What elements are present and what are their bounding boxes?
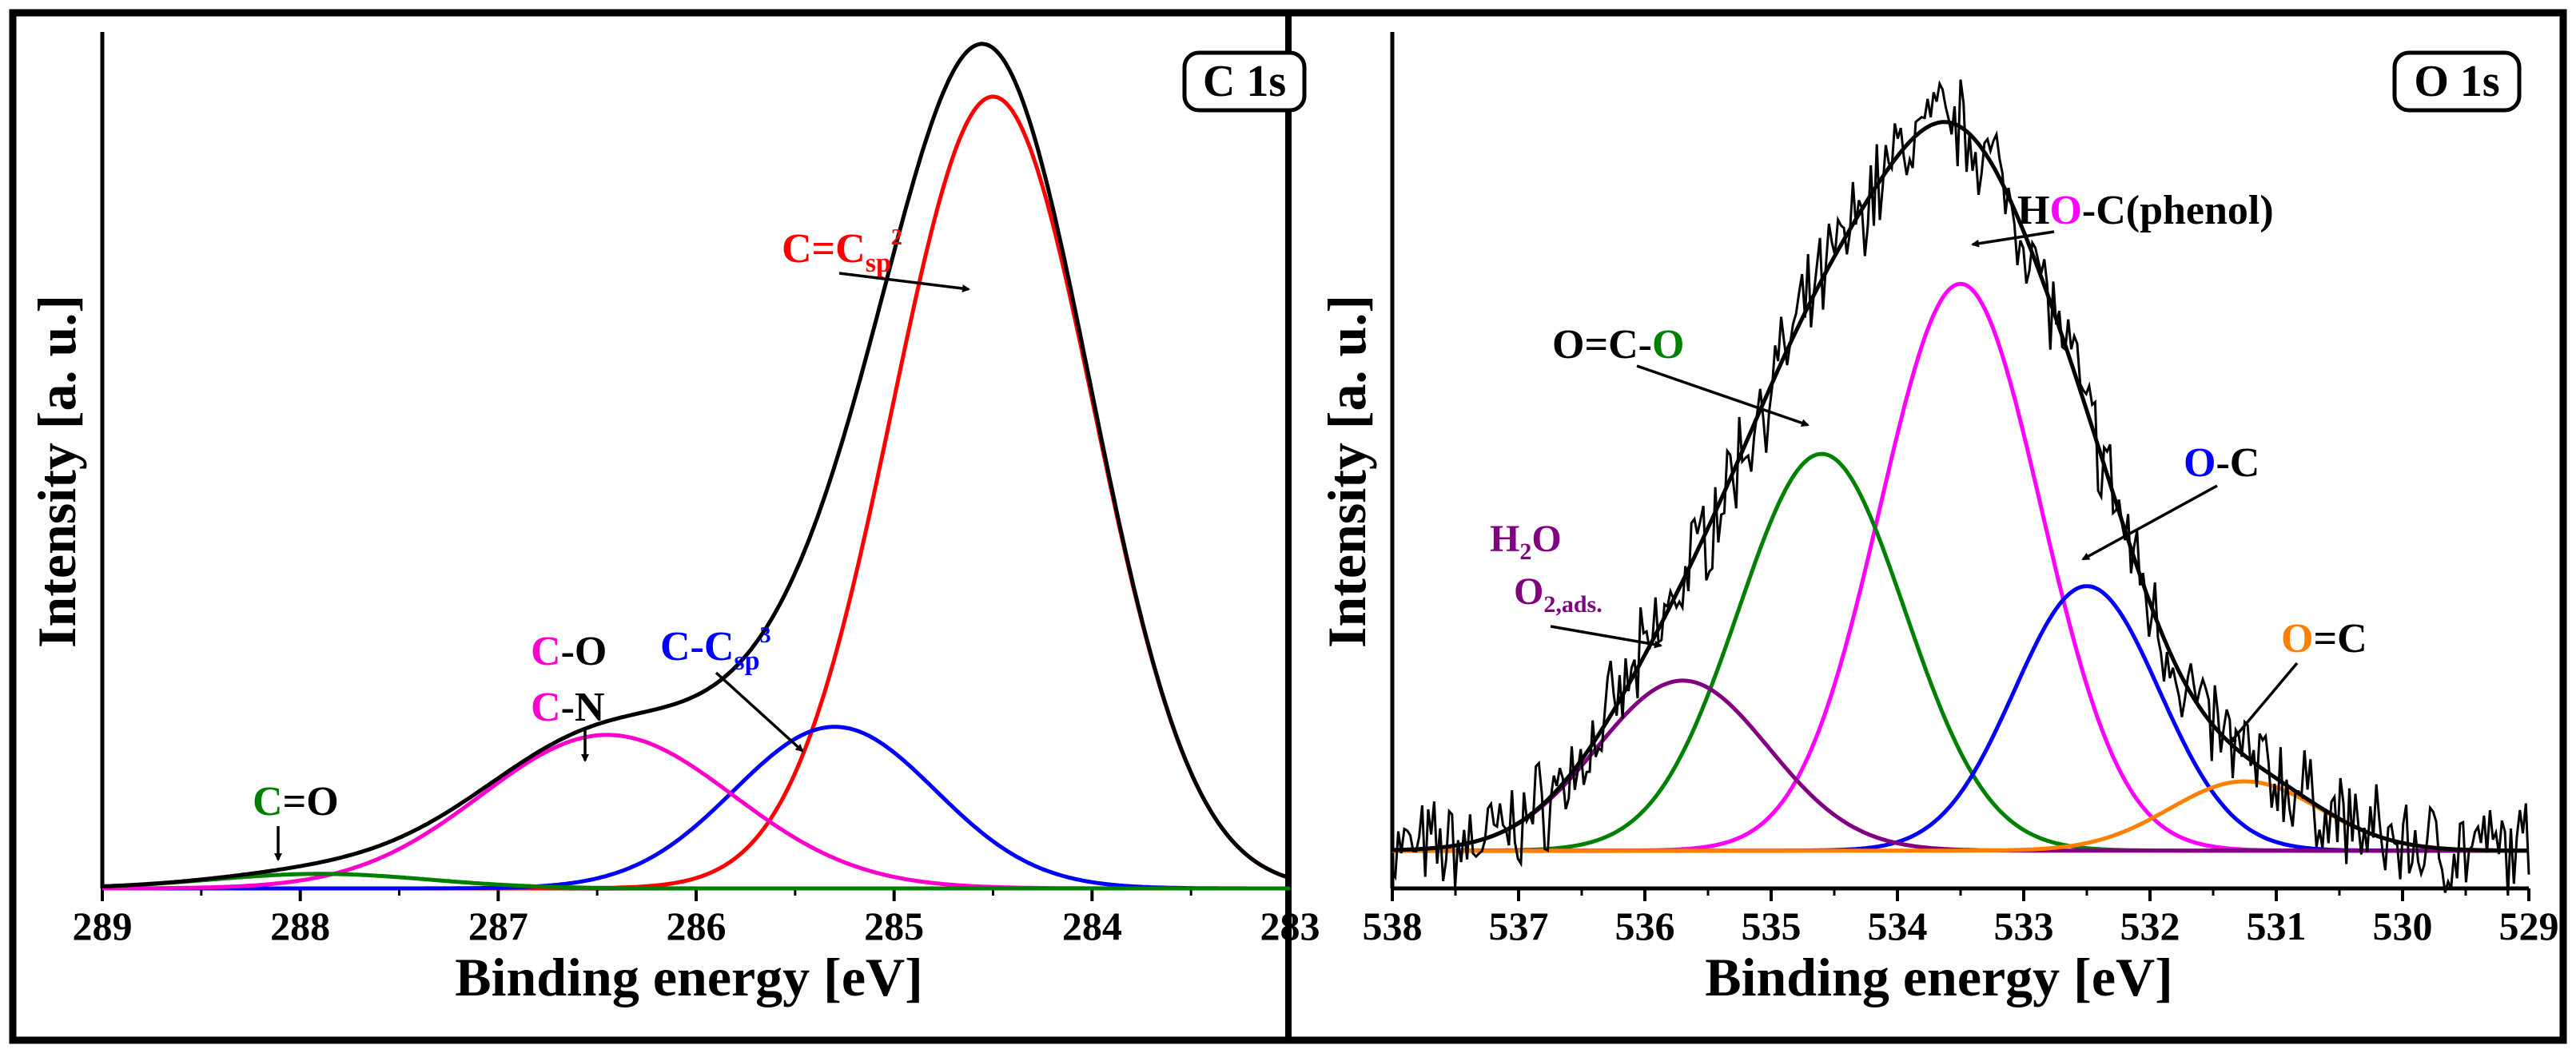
- x-tick-label: 532: [2120, 904, 2180, 948]
- o1s-title-box: [2392, 50, 2522, 113]
- x-tick-label: 286: [667, 904, 727, 948]
- o1s-curves: [1391, 79, 2530, 896]
- x-tick-label: 285: [864, 904, 924, 948]
- o1s-x-axis-title: Binding energy [eV]: [1705, 947, 2173, 1007]
- o1s-ticks: 538 537 536 535 534 533 532 531 530 529: [1363, 888, 2559, 948]
- c1s-y-axis-title: Intensity [a. u.]: [26, 295, 87, 648]
- arrow-o2-ads: [1550, 625, 1662, 649]
- label-c-csp2: C=Csp2: [782, 225, 902, 278]
- label-c-o: C-O: [531, 629, 607, 674]
- x-tick-label: 538: [1363, 904, 1423, 948]
- x-tick-label: 533: [1994, 904, 2054, 948]
- arrow-o-eq-c: [2228, 662, 2299, 745]
- arrow-ho-c-phenol: [1971, 230, 2055, 248]
- o1s-title: O 1s: [2414, 57, 2499, 106]
- arrow-c-csp2: [838, 272, 970, 292]
- x-tick-label: 529: [2499, 904, 2559, 948]
- x-tick-label: 289: [73, 904, 133, 948]
- x-tick-label: 283: [1260, 904, 1320, 948]
- label-o2-ads: O2,ads.: [1514, 570, 1603, 618]
- raw-data-1: [1391, 79, 2530, 896]
- arrow-o-c: [2081, 484, 2218, 561]
- label-c-csp3: C-Csp3: [660, 623, 771, 676]
- o1s-y-axis-title: Intensity [a. u.]: [1316, 295, 1377, 648]
- c1s-ticks: 289 288 287 286 285 284 283: [73, 888, 1320, 948]
- series-0-3: [102, 872, 1290, 891]
- label-c-n: C-N: [531, 685, 604, 730]
- c1s-x-axis-title: Binding energy [eV]: [455, 947, 923, 1007]
- x-tick-label: 287: [468, 904, 528, 948]
- o1s-panel: 538 537 536 535 534 533 532 531 530 529 Binding e…: [1316, 32, 2559, 1007]
- label-ho-c-phenol: HO-C(phenol): [2017, 188, 2274, 233]
- label-o-c-o: O=C-O: [1552, 322, 1684, 368]
- x-tick-label: 531: [2247, 904, 2307, 948]
- x-tick-label: 284: [1062, 904, 1122, 948]
- label-c-eq-o: C=O: [253, 779, 339, 825]
- envelope-0: [102, 42, 1291, 888]
- c1s-title-box: [1182, 50, 1307, 113]
- x-tick-label: 530: [2373, 904, 2433, 948]
- arrow-c-csp3: [715, 671, 804, 753]
- c1s-title: C 1s: [1203, 57, 1286, 106]
- x-tick-label: 535: [1742, 904, 1802, 948]
- x-tick-label: 537: [1489, 904, 1549, 948]
- label-o-c: O-C: [2184, 440, 2259, 486]
- x-tick-label: 288: [270, 904, 330, 948]
- label-o-eq-c: O=C: [2281, 616, 2367, 662]
- x-tick-label: 534: [1868, 904, 1928, 948]
- label-h2o: H2O: [1490, 518, 1562, 565]
- x-tick-label: 536: [1615, 904, 1675, 948]
- c1s-panel: 289 288 287 286 285 284 283 Binding energy [eV…: [26, 32, 1320, 1007]
- series-0-1: [102, 725, 1290, 891]
- envelope-1: [1392, 120, 2529, 853]
- series-1-0: [1392, 281, 2529, 853]
- c1s-curves: [102, 42, 1291, 891]
- arrow-o-c-o: [1636, 364, 1810, 427]
